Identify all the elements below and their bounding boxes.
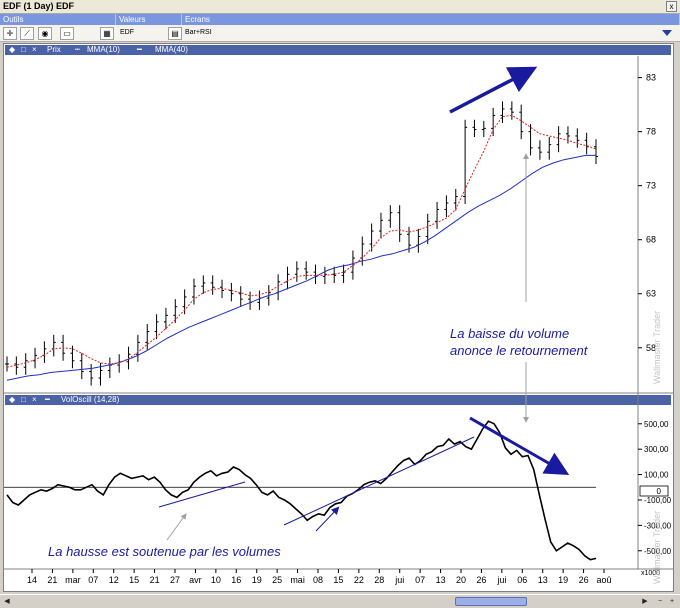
x-tick-label: 08 [313, 575, 323, 585]
close-button[interactable]: x [666, 1, 677, 12]
zoom-in-icon[interactable]: + [669, 598, 675, 605]
oscillator-line [6, 420, 597, 561]
close-icon[interactable]: × [32, 395, 37, 404]
toolbar: ✛ ⟋ ◉ ▭ ▦ EDF ▤ Bar+RSI [0, 25, 680, 42]
x-tick-label: 14 [27, 575, 37, 585]
x-tick-label: 28 [374, 575, 384, 585]
x-tick-label: jui [496, 575, 506, 585]
cursor-tool-icon[interactable]: ✛ [3, 27, 17, 40]
globe-tool-icon[interactable]: ◉ [38, 27, 52, 40]
x-tick-label: 21 [47, 575, 57, 585]
osc-current-value: 0 [657, 487, 662, 496]
x-tick-label: 26 [476, 575, 486, 585]
legend-mma40-swatch: ━ [137, 45, 142, 54]
watermark-2: Wallmaster Trader [652, 511, 662, 584]
x-tick-label: 27 [170, 575, 180, 585]
x-tick-label: mar [65, 575, 81, 585]
legend-mma10[interactable]: MMA(10) [87, 45, 120, 54]
osc-y-tick-label: 500,00 [644, 420, 669, 429]
osc-y-tick-label: -500,00 [644, 547, 672, 556]
x-tick-label: 12 [109, 575, 119, 585]
symbol-icon[interactable]: ▦ [100, 27, 114, 40]
annotation-top-line-1: La baisse du volume [450, 326, 569, 341]
window-title: EDF (1 Day) EDF [3, 1, 75, 11]
x-tick-label: jui [394, 575, 404, 585]
x-tick-label: 15 [333, 575, 343, 585]
price-y-tick-label: 78 [646, 127, 656, 137]
mma40-line [6, 154, 596, 381]
x-tick-label: aoû [596, 575, 611, 585]
x-tick-label: 07 [415, 575, 425, 585]
price-y-tick-label: 63 [646, 289, 656, 299]
x-tick-label: 26 [579, 575, 589, 585]
legend-mma10-swatch: ┅ [75, 45, 80, 54]
watermark: Wallmaster Trader [652, 311, 662, 384]
x-tick-label: 19 [252, 575, 262, 585]
symbol-field[interactable]: EDF [120, 29, 134, 36]
price-y-tick-label: 83 [646, 73, 656, 83]
scroll-thumb[interactable] [455, 597, 527, 606]
x-tick-label: 06 [517, 575, 527, 585]
scroll-left-icon[interactable]: ◀ [4, 598, 10, 605]
price-uptrend-arrow [449, 66, 538, 114]
menu-valeurs[interactable]: Valeurs [116, 14, 182, 25]
annotation-top-line-2: anonce le retournement [450, 343, 589, 358]
volume-support-arrow [315, 506, 340, 532]
book-icon[interactable]: ▤ [168, 27, 182, 40]
price-legend-bar: ◆ □ × Prix ┅ MMA(10) ━ MMA(40) [5, 45, 671, 55]
line-chart-tool-icon[interactable]: ⟋ [20, 27, 34, 40]
x-tick-label: 19 [558, 575, 568, 585]
pin-icon[interactable]: ◆ [9, 395, 16, 404]
window-tool-icon[interactable]: ▭ [60, 27, 74, 40]
window-icon[interactable]: □ [21, 395, 26, 404]
x-tick-label: 07 [88, 575, 98, 585]
pin-icon[interactable]: ◆ [9, 45, 16, 54]
x-tick-label: mai [290, 575, 305, 585]
osc-y-tick-label: 300,00 [644, 445, 669, 454]
price-y-tick-label: 58 [646, 343, 656, 353]
x-tick-label: 15 [129, 575, 139, 585]
legend-osc-swatch: ━ [45, 395, 50, 404]
x-tick-label: 25 [272, 575, 282, 585]
osc-multiplier: x1000 [641, 570, 660, 577]
chevron-down-icon[interactable] [662, 30, 672, 36]
menu-outils[interactable]: Outils [0, 14, 116, 25]
x-tick-label: 13 [436, 575, 446, 585]
chart-frame: ◆ □ × Prix ┅ MMA(10) ━ MMA(40) ◆ □ × ━ V… [3, 43, 674, 592]
osc-legend-bar: ◆ □ × ━ VolOscill (14,28) [5, 395, 671, 405]
x-tick-label: 22 [354, 575, 364, 585]
x-tick-label: 21 [150, 575, 160, 585]
menu-bar: Outils Valeurs Ecrans [0, 14, 680, 25]
legend-osc[interactable]: VolOscill (14,28) [61, 395, 120, 404]
menu-ecrans[interactable]: Ecrans [182, 14, 680, 25]
volume-grey-arrow [166, 513, 187, 541]
window-titlebar: EDF (1 Day) EDF x [0, 0, 680, 14]
price-y-tick-label: 73 [646, 181, 656, 191]
osc-y-tick-label: -300,00 [644, 521, 672, 530]
zoom-out-icon[interactable]: − [657, 598, 663, 605]
volume-trendline-1 [158, 481, 246, 508]
x-tick-label: 20 [456, 575, 466, 585]
window-icon[interactable]: □ [21, 45, 26, 54]
osc-y-tick-label: -100,00 [644, 496, 672, 505]
horizontal-scrollbar[interactable]: ◀ ▶ − + [0, 594, 680, 608]
layout-field[interactable]: Bar+RSI [185, 29, 212, 36]
scroll-right-icon[interactable]: ▶ [642, 598, 648, 605]
x-tick-label: 10 [211, 575, 221, 585]
legend-price[interactable]: Prix [47, 45, 61, 54]
annotation-bottom: La hausse est soutenue par les volumes [48, 544, 281, 559]
volume-downtrend-arrow [469, 416, 570, 475]
x-tick-label: 13 [538, 575, 548, 585]
chart-svg[interactable]: 58 63 68 73 78 83 -500,00 -300,00 -100,00 100,00… [4, 44, 673, 591]
price-y-tick-label: 68 [646, 235, 656, 245]
x-tick-label: avr [189, 575, 202, 585]
mma10-line [6, 114, 597, 368]
x-tick-label: 16 [231, 575, 241, 585]
legend-mma40[interactable]: MMA(40) [155, 45, 188, 54]
volume-trendline-2 [283, 436, 475, 526]
osc-current-box [639, 485, 669, 497]
close-icon[interactable]: × [32, 45, 37, 54]
osc-y-tick-label: 100,00 [644, 471, 669, 480]
